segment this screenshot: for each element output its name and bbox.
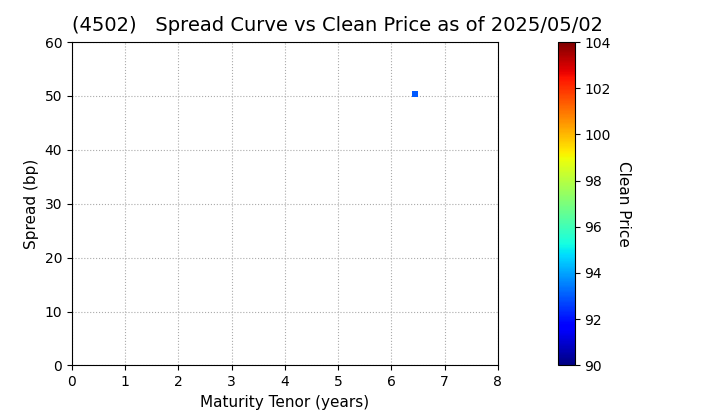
Text: (4502)   Spread Curve vs Clean Price as of 2025/05/02: (4502) Spread Curve vs Clean Price as of… — [72, 16, 603, 35]
Y-axis label: Spread (bp): Spread (bp) — [24, 159, 39, 249]
X-axis label: Maturity Tenor (years): Maturity Tenor (years) — [200, 395, 369, 409]
Point — [410, 91, 421, 97]
Y-axis label: Clean Price: Clean Price — [616, 161, 631, 247]
